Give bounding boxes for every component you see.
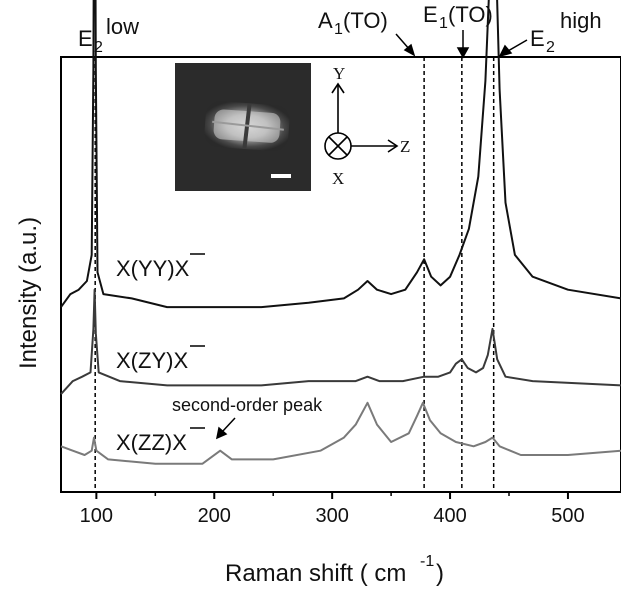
x-tick-label-0: 100: [80, 505, 113, 527]
series-label-text: X(ZY)X: [116, 348, 188, 373]
series-line-2: [60, 401, 621, 465]
x-cross-2: [328, 136, 348, 156]
peak-label-tail: (TO): [343, 8, 388, 33]
annotation-arrow-line: [221, 417, 236, 433]
annotation-arrow: [215, 417, 236, 440]
annotation-second-order-peak: second-order peak: [172, 395, 323, 415]
coordinate-axes-diagram: [324, 82, 399, 160]
coord-label-z: Z: [400, 137, 410, 156]
e1-arrowhead: [456, 47, 470, 59]
peak-label-sub: 1: [439, 15, 448, 32]
peak-label-e2-high: E 2 high: [530, 8, 602, 56]
coord-label-y: Y: [333, 64, 345, 83]
peak-label-sub: 2: [94, 39, 103, 56]
y-arrowhead: [331, 82, 345, 94]
x-tick-label-3: 400: [433, 505, 466, 527]
peak-label-main: E: [78, 26, 93, 51]
peak-marker-lines: [94, 57, 495, 492]
peak-label-sub: 1: [334, 21, 343, 38]
nanostructure-glow: [204, 101, 290, 152]
inset-optical-image: [175, 63, 311, 191]
peak-label-main: A: [318, 8, 333, 33]
x-axis-title: Raman shift ( cm: [225, 560, 406, 587]
series-label-text: X(ZZ)X: [116, 430, 187, 455]
x-axis-title-end: ): [436, 560, 444, 587]
series-line-1: [60, 288, 621, 395]
peak-label-main: E: [423, 2, 438, 27]
x-tick-label-1: 200: [198, 505, 231, 527]
x-tick-label-4: 500: [551, 505, 584, 527]
e2-high-pointer-arrow: [507, 39, 528, 52]
series-label-text: X(YY)X: [116, 256, 190, 281]
series-label-zz: X(ZZ)X: [116, 427, 205, 455]
series-label-zy: X(ZY)X: [116, 345, 205, 373]
a1-arrowhead: [403, 43, 416, 57]
peak-label-a1-to: A 1 (TO): [318, 8, 388, 38]
scale-bar: [271, 174, 291, 178]
plot-frame: [60, 56, 621, 493]
coord-label-x: X: [332, 169, 344, 188]
peak-label-main: E: [530, 26, 545, 51]
peak-label-sup: low: [106, 14, 139, 39]
y-axis-title: Intensity (a.u.): [15, 217, 42, 369]
peak-label-sub: 2: [546, 39, 555, 56]
series-layer: [60, 0, 621, 465]
series-line-0: [60, 0, 621, 309]
z-arrowhead: [387, 139, 399, 153]
series-label-yy: X(YY)X: [116, 253, 205, 281]
annotation-arrowhead: [215, 426, 228, 440]
peak-label-e2-low: E 2 low: [78, 14, 139, 56]
peak-label-tail: (TO): [448, 2, 493, 27]
x-tick-label-2: 300: [315, 505, 348, 527]
e2-high-arrowhead: [498, 44, 513, 58]
peak-pointer-arrows: [395, 30, 528, 59]
x-axis-ticks: 100 200 300 400 500: [80, 492, 585, 527]
peak-label-e1-to: E 1 (TO): [423, 2, 493, 32]
x-axis-title-sup: -1: [420, 553, 434, 570]
peak-label-sup: high: [560, 8, 602, 33]
